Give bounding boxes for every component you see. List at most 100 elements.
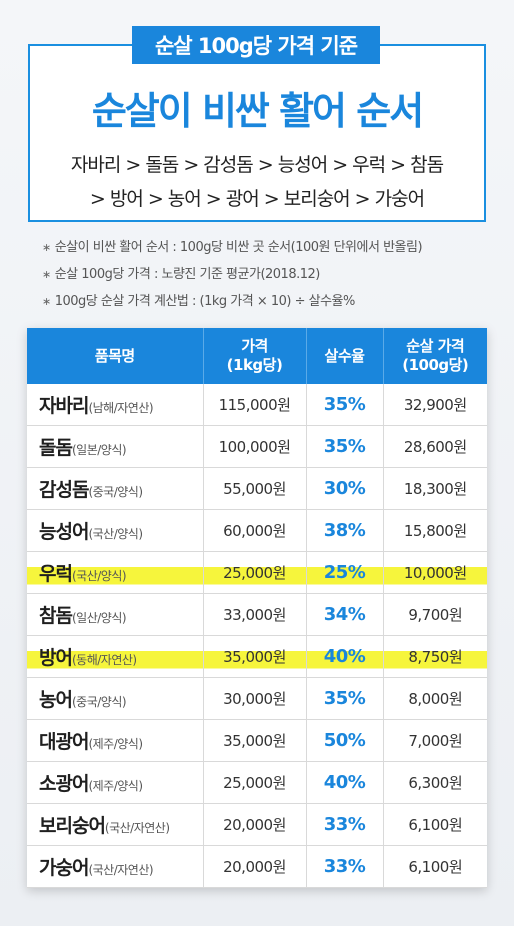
price-cell: 60,000원 [203,509,307,552]
price-cell: 100,000원 [203,425,307,468]
net-price-cell: 7,000원 [383,719,487,762]
fish-name-cell: 감성돔(중국/양식) [27,467,204,510]
fish-name: 참돔 [39,605,73,627]
header-tag: 순살 100g당 가격 기준 [132,26,380,64]
price-cell: 115,000원 [203,384,307,426]
net-price-cell: 8,000원 [383,677,487,720]
fish-name: 감성돔 [39,479,89,501]
table-row: 가숭어(국산/자연산) 20,000원 33% 6,100원 [27,845,487,888]
net-price-cell: 18,300원 [383,467,487,510]
fish-name: 보리숭어 [39,815,106,837]
table-row: 돌돔(일본/양식) 100,000원 35% 28,600원 [27,425,487,468]
net-price-cell: 9,700원 [383,593,487,636]
fish-name: 소광어 [39,773,89,795]
header-box: 순살이 비싼 활어 순서 자바리 > 돌돔 > 감성돔 > 능성어 > 우럭 >… [28,44,486,222]
fish-name-cell: 대광어(제주/양식) [27,719,204,762]
fish-origin: (남해/자연산) [88,401,154,415]
price-cell: 30,000원 [203,677,307,720]
fish-origin: (중국/양식) [88,485,143,499]
net-price-cell: 10,000원 [383,551,487,594]
price-cell: 20,000원 [203,845,307,888]
asterisk-icon: ∗ [42,241,51,254]
fish-name-cell: 방어(동해/자연산) [27,635,204,678]
price-cell: 35,000원 [203,719,307,762]
net-price-cell: 15,800원 [383,509,487,552]
yield-cell: 25% [306,551,384,594]
fish-origin: (제주/양식) [88,779,143,793]
table-row: 능성어(국산/양식) 60,000원 38% 15,800원 [27,509,487,552]
net-price-cell: 28,600원 [383,425,487,468]
table-row: 대광어(제주/양식) 35,000원 50% 7,000원 [27,719,487,762]
fish-origin: (국산/양식) [88,527,143,541]
fish-origin: (국산/자연산) [104,821,170,835]
note-item: ∗ 100g당 순살 가격 계산법 : (1kg 가격 × 10) ÷ 살수율% [42,292,422,319]
table-header-row: 품목명 가격 (1kg당) 살수율 순살 가격 (100g당) [27,328,487,384]
table-row: 소광어(제주/양식) 25,000원 40% 6,300원 [27,761,487,804]
fish-origin: (제주/양식) [88,737,143,751]
net-price-cell: 8,750원 [383,635,487,678]
fish-name: 돌돔 [39,437,73,459]
header-price: 가격 (1kg당) [203,328,307,384]
asterisk-icon: ∗ [42,295,51,308]
header-yield: 살수율 [306,328,384,384]
note-text: 순살 100g당 가격 : 노량진 기준 평균가(2018.12) [54,267,321,282]
fish-name: 농어 [39,689,73,711]
net-price-cell: 6,100원 [383,803,487,846]
table-row: 농어(중국/양식) 30,000원 35% 8,000원 [27,677,487,720]
price-cell: 25,000원 [203,551,307,594]
fish-origin: (동해/자연산) [71,653,137,667]
yield-cell: 34% [306,593,384,636]
yield-cell: 50% [306,719,384,762]
yield-cell: 33% [306,845,384,888]
notes: ∗ 순살이 비싼 활어 순서 : 100g당 비싼 곳 순서(100원 단위에서 … [42,238,423,319]
table-row: 감성돔(중국/양식) 55,000원 30% 18,300원 [27,467,487,510]
yield-cell: 35% [306,677,384,720]
fish-name-cell: 우럭(국산/양식) [27,551,204,594]
page-title: 순살이 비싼 활어 순서 [91,89,424,133]
fish-name-cell: 가숭어(국산/자연산) [27,845,204,888]
fish-origin: (국산/양식) [71,569,127,583]
fish-origin: (중국/양식) [71,695,127,709]
note-text: 100g당 순살 가격 계산법 : (1kg 가격 × 10) ÷ 살수율% [54,294,356,309]
price-cell: 25,000원 [203,761,307,804]
yield-cell: 30% [306,467,384,510]
fish-name: 능성어 [39,521,89,543]
yield-cell: 35% [306,384,384,426]
net-price-cell: 32,900원 [383,384,487,426]
note-item: ∗ 순살 100g당 가격 : 노량진 기준 평균가(2018.12) [42,265,422,292]
fish-name-cell: 능성어(국산/양식) [27,509,204,552]
price-cell: 55,000원 [203,467,307,510]
fish-origin: (일산/양식) [71,611,127,625]
fish-name-cell: 참돔(일산/양식) [27,593,204,636]
fish-origin: (국산/자연산) [88,863,154,877]
note-item: ∗ 순살이 비싼 활어 순서 : 100g당 비싼 곳 순서(100원 단위에서 … [42,238,423,265]
price-cell: 35,000원 [203,635,307,678]
yield-cell: 38% [306,509,384,552]
net-price-cell: 6,300원 [383,761,487,804]
yield-cell: 40% [306,761,384,804]
header-net-price: 순살 가격 (100g당) [383,328,487,384]
fish-name-cell: 보리숭어(국산/자연산) [27,803,204,846]
fish-name: 가숭어 [39,857,89,879]
rank-line-2: > 방어 > 농어 > 광어 > 보리숭어 > 가숭어 [89,188,425,210]
table-row: 방어(동해/자연산) 35,000원 40% 8,750원 [27,635,487,678]
net-price-cell: 6,100원 [383,845,487,888]
fish-name: 방어 [39,647,73,669]
price-table: 품목명 가격 (1kg당) 살수율 순살 가격 (100g당) 자바리(남해/자연산… [27,328,487,888]
table-row: 참돔(일산/양식) 33,000원 34% 9,700원 [27,593,487,636]
note-text: 순살이 비싼 활어 순서 : 100g당 비싼 곳 순서(100원 단위에서 반… [54,240,423,255]
fish-name: 자바리 [39,395,89,417]
price-cell: 20,000원 [203,803,307,846]
table-row: 우럭(국산/양식) 25,000원 25% 10,000원 [27,551,487,594]
asterisk-icon: ∗ [42,268,51,281]
fish-name-cell: 소광어(제주/양식) [27,761,204,804]
yield-cell: 33% [306,803,384,846]
fish-name: 대광어 [39,731,89,753]
fish-name-cell: 농어(중국/양식) [27,677,204,720]
fish-name-cell: 돌돔(일본/양식) [27,425,204,468]
rank-line-1: 자바리 > 돌돔 > 감성돔 > 능성어 > 우럭 > 참돔 [70,154,444,176]
table-row: 자바리(남해/자연산) 115,000원 35% 32,900원 [27,384,487,426]
fish-origin: (일본/양식) [71,443,127,457]
price-cell: 33,000원 [203,593,307,636]
table-row: 보리숭어(국산/자연산) 20,000원 33% 6,100원 [27,803,487,846]
